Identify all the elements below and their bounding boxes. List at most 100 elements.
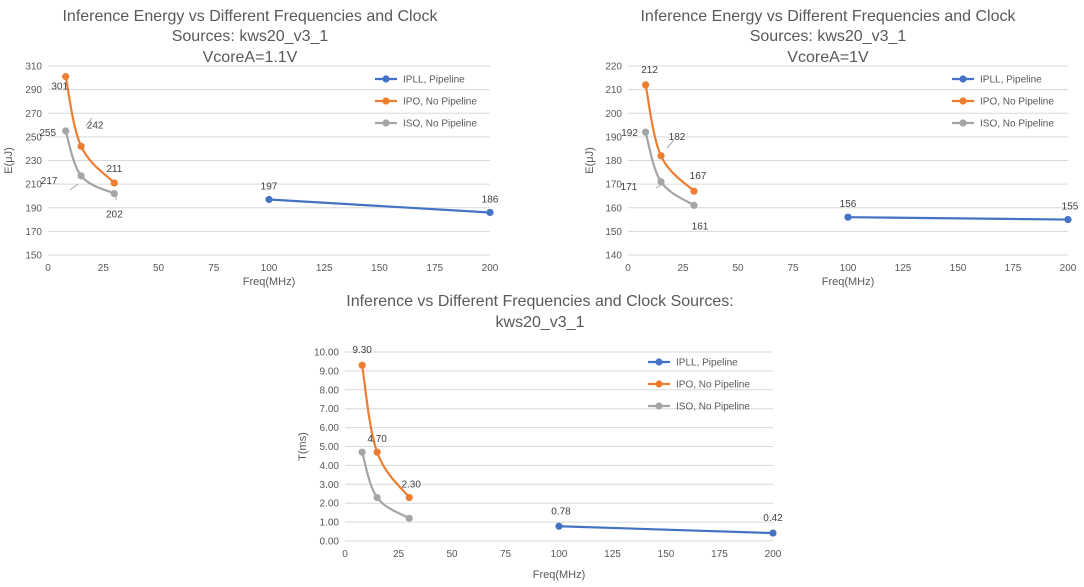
y-tick-label: 1.00 (320, 518, 340, 529)
y-tick-label: 190 (25, 203, 42, 214)
data-label: 217 (41, 176, 58, 187)
chart-energy-1v-svg: Inference Energy vs Different Frequencie… (584, 8, 1079, 288)
data-label: 167 (690, 171, 707, 182)
legend-marker (382, 119, 390, 127)
legend-entry: IPLL, Pipeline (403, 75, 465, 86)
chart-energy-1v: Inference Energy vs Different Frequencie… (542, 0, 1082, 290)
data-label: 156 (840, 199, 857, 210)
data-point (405, 514, 413, 522)
y-tick-label: 3.00 (320, 480, 340, 491)
chart-title-line: Inference vs Different Frequencies and C… (346, 293, 733, 310)
data-label: 211 (106, 164, 122, 175)
legend-entry: IPO, No Pipeline (676, 380, 750, 391)
data-label: 0.78 (551, 506, 571, 517)
legend-entry: IPLL, Pipeline (676, 358, 738, 369)
data-label: 0.42 (763, 513, 783, 524)
y-tick-label: 220 (605, 62, 622, 73)
series-line (268, 198, 491, 214)
chart-title-line: VcoreA=1V (787, 49, 869, 66)
x-tick-label: 200 (765, 549, 782, 560)
data-point (486, 208, 494, 217)
chart-inference-time-svg: Inference vs Different Frequencies and C… (297, 293, 783, 581)
y-tick-label: 250 (25, 132, 42, 143)
data-point (657, 178, 665, 186)
label-leader-line (85, 117, 93, 127)
x-tick-label: 75 (208, 263, 220, 274)
data-point (405, 493, 413, 502)
data-point (77, 142, 85, 150)
y-tick-label: 2.00 (320, 499, 340, 510)
x-axis-label: Freq(MHz) (533, 569, 586, 581)
x-tick-label: 200 (482, 263, 499, 274)
data-point (77, 172, 85, 180)
data-point (844, 213, 852, 221)
series-line (558, 525, 774, 535)
label-leader-line (655, 183, 664, 189)
legend: IPLL, Pipeline IPO, No Pipeline ISO, No Pi… (375, 75, 477, 130)
data-point (358, 361, 366, 369)
data-point (690, 187, 698, 195)
y-tick-label: 7.00 (320, 404, 340, 415)
legend: IPLL, Pipeline IPO, No Pipeline ISO, No Pi… (648, 358, 750, 413)
label-leader-line (666, 139, 675, 149)
legend-marker (655, 358, 663, 366)
legend-entry: IPO, No Pipeline (980, 97, 1054, 108)
data-point (373, 493, 381, 502)
x-tick-label: 75 (787, 263, 799, 274)
chart-energy-1v1-svg: Inference Energy vs Different Frequencie… (3, 8, 499, 288)
series-line (847, 216, 1069, 221)
x-tick-label: 0 (342, 549, 348, 560)
x-tick-label: 125 (604, 549, 621, 560)
legend-entry: IPLL, Pipeline (980, 75, 1042, 86)
data-point (642, 81, 650, 89)
y-tick-label: 150 (25, 251, 42, 262)
x-tick-label: 25 (98, 263, 110, 274)
legend-marker (959, 119, 967, 127)
legend-marker (382, 75, 390, 83)
data-point (769, 529, 777, 537)
y-tick-label: 160 (605, 203, 622, 214)
y-tick-label: 8.00 (320, 385, 340, 396)
data-label: 197 (261, 181, 278, 192)
legend-marker (959, 97, 967, 105)
chart-inference-time: Inference vs Different Frequencies and C… (280, 292, 800, 587)
y-tick-label: 190 (605, 132, 622, 143)
x-tick-label: 0 (45, 263, 51, 274)
data-point (642, 128, 650, 136)
y-tick-label: 210 (605, 85, 622, 96)
x-tick-label: 150 (658, 549, 675, 560)
y-tick-label: 180 (605, 156, 622, 167)
data-point (110, 189, 118, 198)
x-tick-label: 25 (393, 549, 405, 560)
x-tick-label: 50 (732, 263, 744, 274)
data-point (373, 448, 381, 456)
data-label: 301 (51, 82, 68, 93)
chart-title-line: Inference Energy vs Different Frequencie… (62, 8, 438, 25)
y-tick-label: 10.00 (314, 348, 339, 359)
data-point (1064, 215, 1072, 224)
x-tick-label: 100 (261, 263, 278, 274)
data-point (62, 127, 70, 135)
x-tick-label: 50 (446, 549, 458, 560)
x-tick-label: 175 (711, 549, 728, 560)
y-axis-label: T(ms) (297, 432, 309, 461)
data-point (657, 152, 665, 160)
legend-marker (655, 380, 663, 388)
data-label: 155 (1062, 202, 1079, 213)
x-tick-label: 100 (551, 549, 568, 560)
legend-entry: ISO, No Pipeline (403, 119, 477, 130)
y-tick-label: 230 (25, 156, 42, 167)
data-label: 192 (621, 128, 638, 139)
legend-marker (959, 75, 967, 83)
legend-entry: IPO, No Pipeline (403, 97, 477, 108)
y-tick-label: 170 (605, 180, 622, 191)
data-label: 4.70 (367, 434, 387, 445)
y-tick-label: 5.00 (320, 442, 340, 453)
chart-title-line: Inference Energy vs Different Frequencie… (640, 8, 1016, 25)
y-tick-label: 290 (25, 85, 42, 96)
data-point (62, 73, 70, 81)
x-tick-label: 100 (840, 263, 857, 274)
x-tick-label: 0 (625, 263, 631, 274)
x-axis-label: Freq(MHz) (822, 276, 875, 288)
legend-marker (382, 97, 390, 105)
